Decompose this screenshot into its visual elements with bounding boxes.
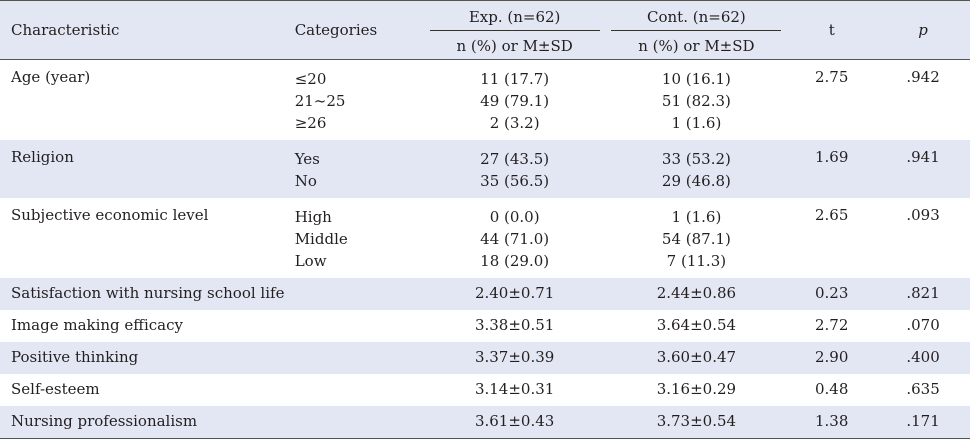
category-label: Yes: [294, 150, 320, 168]
exp-value: 35 (56.5): [480, 172, 550, 190]
row-cont: 3.60±0.47: [605, 342, 788, 374]
cont-group-label: Cont. (n=62): [611, 8, 782, 31]
row-cont: 3.16±0.29: [656, 380, 737, 398]
table-row: Self-esteem 3.14±0.31 3.16±0.29 0.48 .63…: [0, 374, 970, 406]
header-row: Characteristic Categories Exp. (n=62) Co…: [0, 0, 970, 60]
row-characteristic: Image making efficacy: [11, 316, 183, 334]
row-characteristic: Religion: [0, 140, 295, 198]
row-t: 1.38: [787, 406, 877, 439]
row-p: .171: [876, 406, 970, 439]
category-label: Low: [294, 252, 327, 270]
exp-group-label: Exp. (n=62): [429, 8, 600, 31]
row-exp: 3.14±0.31: [474, 380, 555, 398]
row-t: 0.48: [815, 380, 849, 398]
cont-value: 51 (82.3): [661, 92, 731, 110]
row-cont: 1 (1.6) 54 (87.1) 7 (11.3): [606, 198, 788, 278]
row-cont: 2.44±0.86: [605, 278, 788, 310]
cont-value: 1 (1.6): [671, 114, 722, 132]
row-cont: 3.64±0.54: [656, 316, 737, 334]
category-label: No: [294, 172, 317, 190]
exp-value: 0 (0.0): [489, 208, 540, 226]
category-label: Middle: [294, 230, 348, 248]
header-cont-sub: n (%) or M±SD: [605, 33, 788, 60]
exp-value: 11 (17.7): [480, 70, 550, 88]
cont-value: 7 (11.3): [666, 252, 727, 270]
exp-value: 27 (43.5): [480, 150, 550, 168]
header-p: p: [876, 0, 970, 60]
category-label: 21~25: [294, 92, 346, 110]
table-row: Positive thinking 3.37±0.39 3.60±0.47 2.…: [0, 342, 970, 374]
row-cont: 3.73±0.54: [605, 406, 788, 439]
row-t: 0.23: [787, 278, 877, 310]
category-label: High: [294, 208, 332, 226]
row-exp: 3.38±0.51: [474, 316, 555, 334]
row-p: .941: [876, 140, 970, 198]
row-exp: 3.37±0.39: [423, 342, 606, 374]
row-categories: [294, 342, 424, 374]
table-body: Age (year) ≤20 21~25 ≥26 11 (17.7) 49 (7…: [0, 60, 970, 439]
row-exp: 3.61±0.43: [423, 406, 606, 439]
category-label: ≤20: [294, 70, 327, 88]
table-row: Age (year) ≤20 21~25 ≥26 11 (17.7) 49 (7…: [0, 60, 970, 141]
header-categories: Categories: [294, 0, 424, 60]
table-row: Satisfaction with nursing school life 2.…: [0, 278, 970, 310]
row-characteristic: Satisfaction with nursing school life: [0, 278, 295, 310]
row-t: 2.75: [815, 68, 849, 86]
header-characteristic: Characteristic: [0, 0, 295, 60]
row-p: .400: [876, 342, 970, 374]
row-p: .821: [876, 278, 970, 310]
header-t: t: [787, 0, 877, 60]
row-characteristic: Self-esteem: [11, 380, 100, 398]
cont-value: 10 (16.1): [661, 70, 731, 88]
header-subrow: n (%) or M±SD n (%) or M±SD: [0, 33, 970, 60]
row-p: .635: [906, 380, 940, 398]
cont-value: 33 (53.2): [661, 150, 731, 168]
row-t: 2.65: [815, 206, 849, 224]
cont-value: 29 (46.8): [661, 172, 731, 190]
category-label: ≥26: [294, 114, 327, 132]
exp-value: 2 (3.2): [489, 114, 540, 132]
row-categories: [295, 374, 424, 406]
header-p-label: p: [918, 21, 928, 39]
exp-value: 49 (79.1): [480, 92, 550, 110]
cont-value: 54 (87.1): [661, 230, 731, 248]
row-exp: 11 (17.7) 49 (79.1) 2 (3.2): [424, 60, 606, 141]
row-p: .942: [906, 68, 940, 86]
header-cont-group: Cont. (n=62): [605, 0, 788, 33]
exp-value: 44 (71.0): [480, 230, 550, 248]
exp-value: 18 (29.0): [480, 252, 550, 270]
row-t: 1.69: [787, 140, 877, 198]
row-characteristic: Positive thinking: [0, 342, 295, 374]
row-characteristic: Subjective economic level: [11, 206, 209, 224]
row-characteristic: Age (year): [11, 68, 91, 86]
row-categories: Yes No: [294, 140, 424, 198]
row-exp: 27 (43.5) 35 (56.5): [423, 140, 606, 198]
row-p: .070: [906, 316, 940, 334]
table-row: Image making efficacy 3.38±0.51 3.64±0.5…: [0, 310, 970, 342]
row-categories: [294, 278, 424, 310]
row-t: 2.90: [787, 342, 877, 374]
row-t: 2.72: [815, 316, 849, 334]
row-cont: 33 (53.2) 29 (46.8): [605, 140, 788, 198]
header-exp-sub: n (%) or M±SD: [423, 33, 606, 60]
table-row: Subjective economic level High Middle Lo…: [0, 198, 970, 278]
header-exp-group: Exp. (n=62): [423, 0, 606, 33]
row-exp: 2.40±0.71: [423, 278, 606, 310]
row-cont: 10 (16.1) 51 (82.3) 1 (1.6): [606, 60, 788, 141]
row-exp: 0 (0.0) 44 (71.0) 18 (29.0): [424, 198, 606, 278]
row-categories: [294, 406, 424, 439]
row-categories: ≤20 21~25 ≥26: [295, 60, 424, 141]
row-p: .093: [906, 206, 940, 224]
row-categories: High Middle Low: [295, 198, 424, 278]
row-characteristic: Nursing professionalism: [0, 406, 295, 439]
table-row: Nursing professionalism 3.61±0.43 3.73±0…: [0, 406, 970, 439]
table-header: Characteristic Categories Exp. (n=62) Co…: [0, 0, 970, 60]
table-row: Religion Yes No 27 (43.5) 35 (56.5) 33 (…: [0, 140, 970, 198]
cont-value: 1 (1.6): [671, 208, 722, 226]
row-categories: [295, 310, 424, 342]
